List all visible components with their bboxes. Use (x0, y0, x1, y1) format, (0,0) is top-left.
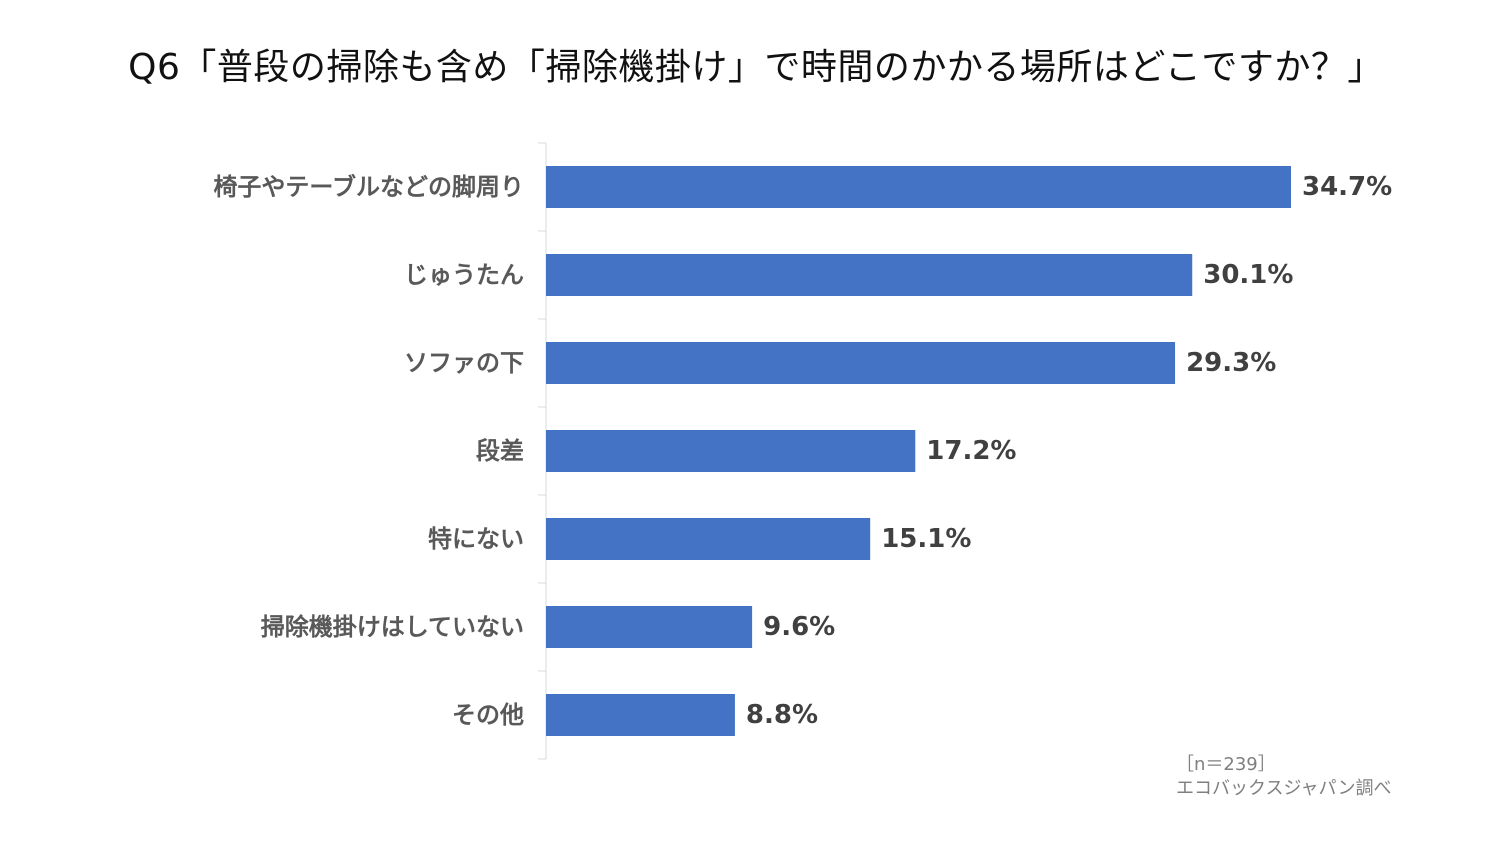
bar (546, 254, 1193, 296)
bar (546, 606, 753, 648)
bar (546, 694, 735, 736)
value-label: 15.1% (881, 524, 971, 554)
chart-title: Q6「普段の掃除も含め「掃除機掛け」で時間のかかる場所はどこですか？」 (128, 47, 1384, 88)
category-label: 掃除機掛けはしていない (261, 613, 524, 641)
bar (546, 430, 916, 472)
bar (546, 342, 1176, 384)
value-label: 8.8% (746, 700, 818, 730)
bar (546, 166, 1291, 208)
category-label: ソファの下 (404, 349, 524, 377)
value-label: 9.6% (763, 612, 835, 642)
category-label: その他 (452, 701, 524, 729)
value-label: 30.1% (1203, 260, 1293, 290)
category-label: 段差 (476, 437, 524, 465)
sample-size-note: ［n＝239］ (1176, 754, 1276, 775)
category-label: じゅうたん (404, 261, 524, 289)
labels-layer: 椅子やテーブルなどの脚周り 34.7% じゅうたん 30.1% ソファの下 29.3% 段差… (213, 172, 1392, 730)
value-label: 17.2% (926, 436, 1016, 466)
axis-layer (538, 142, 547, 760)
bars-layer (546, 166, 1291, 736)
value-label: 29.3% (1186, 348, 1276, 378)
source-note: エコバックスジャパン調べ (1176, 778, 1392, 799)
value-label: 34.7% (1302, 172, 1392, 202)
bar (546, 518, 871, 560)
category-label: 特にない (428, 525, 524, 553)
category-label: 椅子やテーブルなどの脚周り (213, 173, 524, 201)
